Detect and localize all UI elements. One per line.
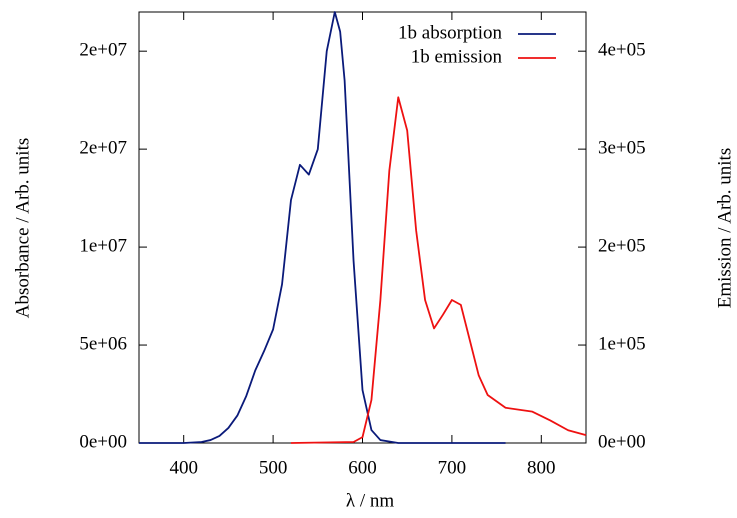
y2-tick-label: 3e+05 bbox=[598, 137, 646, 158]
x-tick-label: 600 bbox=[348, 457, 377, 478]
x-axis-label: λ / nm bbox=[346, 490, 394, 511]
y-tick-label: 2e+07 bbox=[79, 137, 127, 158]
y2-axis-label: Emission / Arb. units bbox=[714, 148, 735, 308]
data-line bbox=[139, 11, 506, 444]
y2-tick-label: 0e+00 bbox=[598, 431, 646, 452]
y-tick-label: 5e+06 bbox=[79, 333, 127, 354]
y-axis-label: Absorbance / Arb. units bbox=[12, 138, 33, 318]
legend-label: 1b absorption bbox=[398, 22, 502, 43]
x-tick-label: 800 bbox=[527, 457, 556, 478]
y2-tick-label: 1e+05 bbox=[598, 333, 646, 354]
legend-label: 1b emission bbox=[411, 46, 503, 67]
y2-tick-label: 4e+05 bbox=[598, 40, 646, 61]
y-tick-label: 2e+07 bbox=[79, 40, 127, 61]
y-tick-label: 1e+07 bbox=[79, 235, 127, 256]
x-tick-label: 400 bbox=[169, 457, 198, 478]
x-tick-label: 500 bbox=[259, 457, 288, 478]
data-line bbox=[290, 96, 587, 444]
y2-tick-label: 2e+05 bbox=[598, 235, 646, 256]
y-tick-label: 0e+00 bbox=[79, 431, 127, 452]
x-tick-label: 700 bbox=[438, 457, 467, 478]
